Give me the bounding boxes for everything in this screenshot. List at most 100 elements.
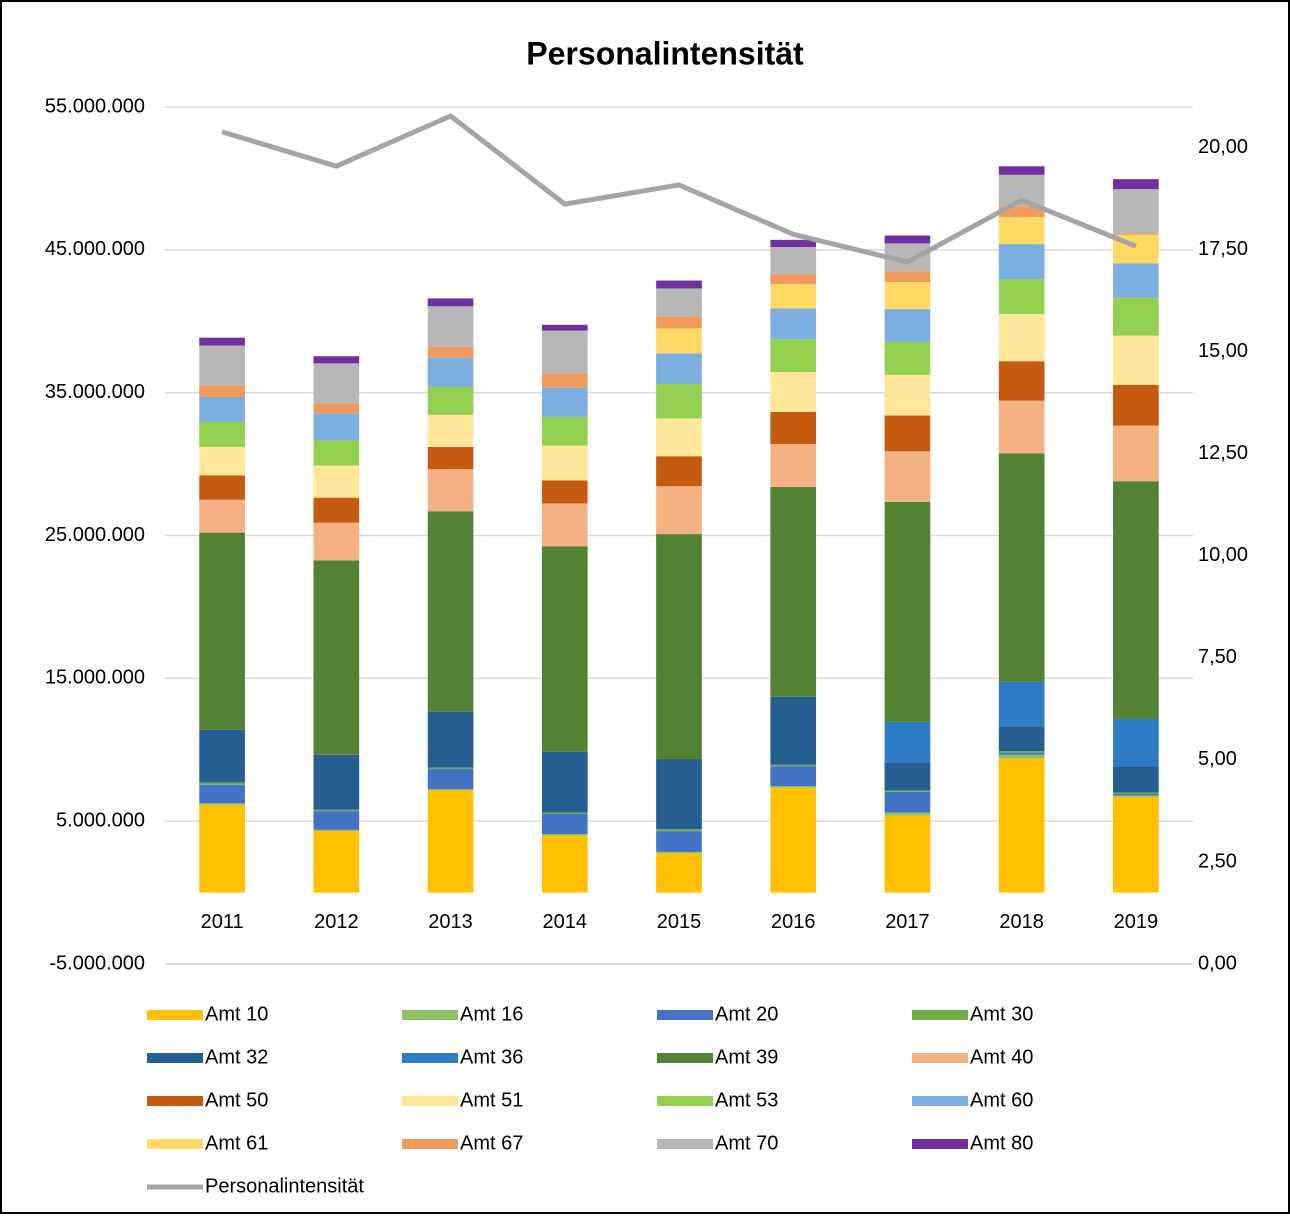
bar-segment [770, 339, 817, 372]
bar-segment [1113, 766, 1159, 793]
bar-segment [656, 280, 702, 289]
bar-segment [427, 446, 474, 470]
bar-segment [427, 414, 474, 447]
legend-label: Amt 16 [460, 1003, 523, 1025]
bar-segment [884, 235, 931, 244]
bar-segment [427, 386, 474, 415]
y2-tick-label: 15,00 [1198, 340, 1248, 362]
x-tick-label: 2016 [771, 911, 816, 933]
bar-segment [656, 759, 702, 830]
bar-segment [199, 729, 245, 783]
legend-swatch [912, 1096, 968, 1106]
bar-segment [998, 751, 1045, 753]
bar-segment [427, 469, 474, 512]
bar-segment [541, 373, 588, 388]
bar-segment [656, 456, 702, 487]
bar-segment [313, 560, 360, 755]
bar-segment [541, 546, 588, 752]
bar-segment [1113, 794, 1159, 796]
bar-segment [313, 809, 360, 812]
bar-segment [313, 356, 360, 364]
bar-segment [884, 790, 931, 792]
bar-segment [656, 353, 702, 385]
bar-segment [541, 324, 588, 331]
legend-label: Amt 50 [205, 1089, 268, 1111]
chart-title: Personalintensität [526, 35, 804, 71]
bar-segment [884, 762, 931, 791]
bar-segment [313, 413, 360, 441]
legend-label: Amt 10 [205, 1003, 268, 1025]
bar-segment [313, 497, 360, 523]
bar-segment [313, 754, 360, 810]
bar-segment [656, 829, 702, 832]
bar-segment [541, 330, 588, 374]
legend-swatch [912, 1139, 968, 1149]
line [221, 113, 1137, 265]
bar-segment [1113, 481, 1159, 720]
bar-segment [770, 308, 817, 340]
bar-segment [998, 244, 1045, 280]
bar-segment [884, 815, 931, 893]
bar-segment [1113, 425, 1159, 482]
bar-segment [998, 726, 1045, 752]
legend-label: Amt 39 [715, 1046, 778, 1068]
bar-segment [199, 345, 245, 386]
bar-segment [998, 681, 1045, 727]
bar-segment [1113, 792, 1159, 795]
legend-label: Amt 53 [715, 1089, 778, 1111]
x-tick-label: 2018 [999, 911, 1044, 933]
legend-swatch [912, 1053, 968, 1063]
bar-segment [313, 440, 360, 466]
bar-segment [199, 499, 245, 533]
bar-segment [998, 754, 1045, 759]
legend-label: Amt 70 [715, 1132, 778, 1154]
y-tick-label: 35.000.000 [45, 381, 145, 403]
bar-segment [199, 396, 245, 422]
bar-segment [427, 767, 474, 770]
bar-segment [998, 400, 1045, 454]
bar-segment [313, 465, 360, 498]
y2-tick-label: 2,50 [1198, 850, 1237, 872]
bar-segment [770, 486, 817, 697]
bar-segment [427, 769, 474, 790]
legend-label: Amt 20 [715, 1003, 778, 1025]
bar-segment [998, 206, 1045, 217]
legend-label: Amt 60 [970, 1089, 1033, 1111]
bar-segment [1113, 263, 1159, 298]
legend-label: Amt 36 [460, 1046, 523, 1068]
bar-segment [313, 403, 360, 414]
bar-segment [541, 814, 588, 835]
bar-segment [427, 790, 474, 893]
bar-segment [427, 306, 474, 347]
bar-segment [884, 309, 931, 342]
legend-label: Amt 61 [205, 1132, 268, 1154]
legend-swatch [147, 1053, 203, 1063]
bar-segment [884, 791, 931, 813]
legend-swatch [147, 1010, 203, 1020]
bar-segment [1113, 233, 1159, 235]
bar-segment [656, 328, 702, 354]
bar-segment [199, 337, 245, 346]
legend-label: Amt 30 [970, 1003, 1033, 1025]
legend-swatch [402, 1010, 458, 1020]
bar-segment [770, 246, 817, 275]
y-tick-label: 55.000.000 [45, 95, 145, 117]
bar-segment [770, 411, 817, 445]
y-tick-label: 45.000.000 [45, 238, 145, 260]
bar-segment [199, 421, 245, 447]
legend-swatch [657, 1096, 713, 1106]
bar-segment [427, 711, 474, 768]
bar-segment [199, 804, 245, 893]
legend-label: Amt 67 [460, 1132, 523, 1154]
legend-swatch [402, 1096, 458, 1106]
x-tick-label: 2019 [1114, 911, 1159, 933]
bar-segment [770, 284, 817, 309]
bar-segment [884, 501, 931, 722]
bar-segment [884, 271, 931, 282]
legend-swatch [402, 1139, 458, 1149]
bar-segment [427, 357, 474, 387]
legend-swatch [147, 1139, 203, 1149]
legend-label: Amt 51 [460, 1089, 523, 1111]
